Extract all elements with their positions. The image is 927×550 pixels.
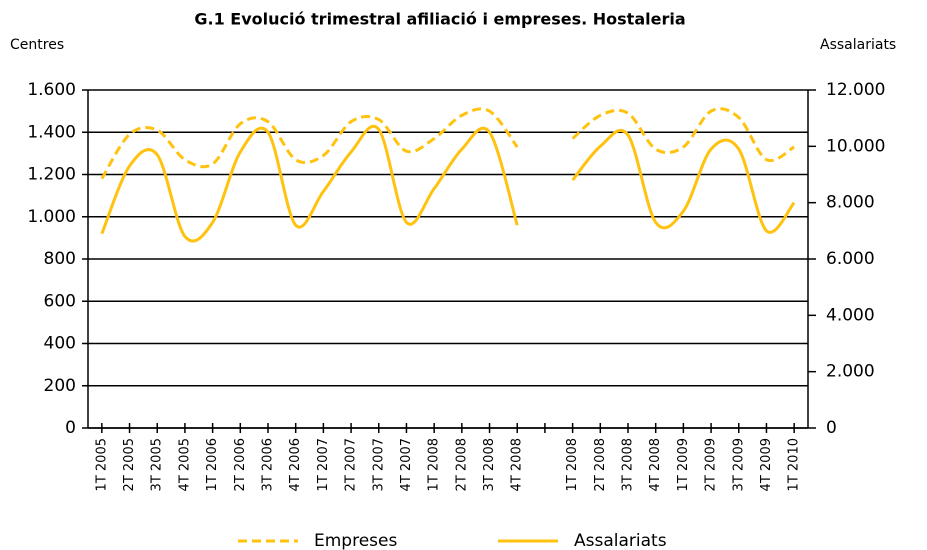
y2-tick-label: 4.000 <box>826 305 875 325</box>
legend-label: Assalariats <box>574 531 667 550</box>
series-line <box>100 125 796 243</box>
x-tick-label: 4T 2009 <box>759 438 774 491</box>
x-tick-label: 4T 2008 <box>648 438 663 491</box>
x-tick-label: 2T 2007 <box>344 438 359 491</box>
x-tick-label: 2T 2008 <box>593 438 608 491</box>
legend-label: Empreses <box>314 531 397 550</box>
x-tick-label: 4T 2005 <box>177 438 192 491</box>
y2-tick-label: 8.000 <box>826 193 875 213</box>
x-tick-label: 2T 2005 <box>122 438 137 491</box>
y2-tick-label: 12.000 <box>826 80 885 100</box>
chart-title: G.1 Evolució trimestral afiliació i empr… <box>194 10 685 29</box>
y-tick-label: 200 <box>44 376 76 396</box>
y2-tick-label: 6.000 <box>826 249 875 269</box>
y-tick-label: 1.000 <box>27 207 76 227</box>
x-tick-label: 1T 2006 <box>205 438 220 491</box>
x-tick-label: 4T 2008 <box>510 438 525 491</box>
x-tick-label: 3T 2005 <box>150 438 165 491</box>
x-tick-label: 2T 2008 <box>454 438 469 491</box>
y-tick-label: 1.600 <box>27 80 76 100</box>
x-tick-label: 1T 2010 <box>787 438 802 491</box>
x-tick-label: 3T 2009 <box>731 438 746 491</box>
y2-tick-label: 10.000 <box>826 136 885 156</box>
y2-axis-title: Assalariats <box>820 37 896 53</box>
y-tick-label: 0 <box>65 418 76 438</box>
x-tick-label: 2T 2006 <box>233 438 248 491</box>
x-tick-label: 1T 2005 <box>94 438 109 491</box>
x-tick-label: 1T 2008 <box>427 438 442 491</box>
x-tick-label: 1T 2007 <box>316 438 331 491</box>
y-tick-label: 600 <box>44 291 76 311</box>
x-tick-label: 3T 2008 <box>482 438 497 491</box>
x-tick-label: 3T 2008 <box>621 438 636 491</box>
x-tick-label: 2T 2009 <box>704 438 719 491</box>
y-axis-title: Centres <box>10 37 64 53</box>
x-tick-label: 3T 2006 <box>261 438 276 491</box>
y2-tick-label: 2.000 <box>826 362 875 382</box>
y-tick-label: 1.400 <box>27 122 76 142</box>
x-tick-label: 4T 2006 <box>288 438 303 491</box>
x-tick-label: 4T 2007 <box>399 438 414 491</box>
y-tick-label: 1.200 <box>27 165 76 185</box>
x-tick-label: 1T 2008 <box>565 438 580 491</box>
series-line <box>100 107 795 180</box>
y-tick-label: 400 <box>44 334 76 354</box>
y-tick-label: 800 <box>44 249 76 269</box>
y2-tick-label: 0 <box>826 418 837 438</box>
x-tick-label: 1T 2009 <box>676 438 691 491</box>
x-tick-label: 3T 2007 <box>371 438 386 491</box>
